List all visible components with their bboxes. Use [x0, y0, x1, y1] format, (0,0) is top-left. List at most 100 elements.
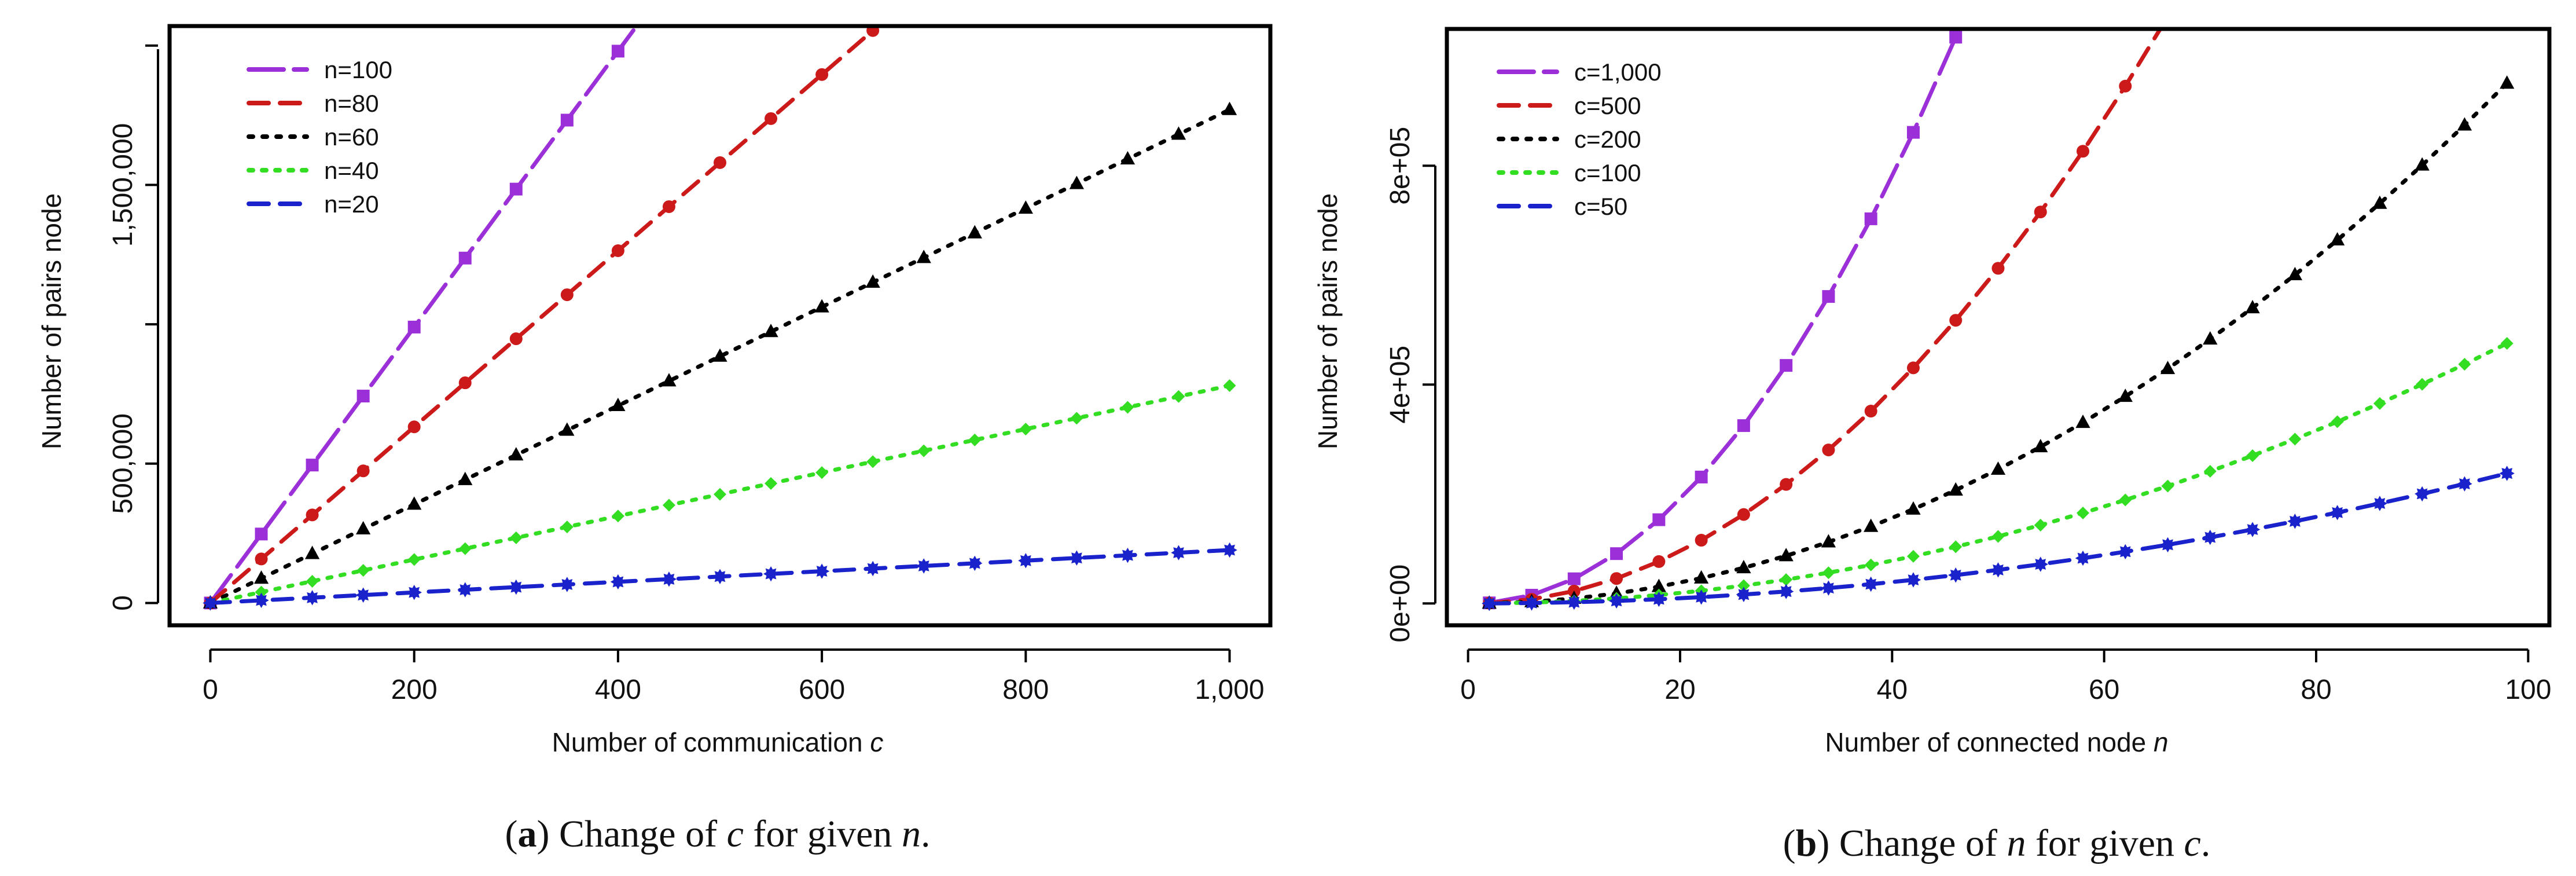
a-point-3-14 [917, 444, 931, 457]
a-point-1-10 [714, 156, 726, 169]
a-point-4-4 [406, 585, 422, 600]
b-point-1-3 [1610, 572, 1623, 585]
a-point-4-1 [253, 592, 269, 609]
panel-a-y-axis: 0 500,000 1,500,000 [108, 44, 159, 611]
b-point-2-14 [2075, 415, 2090, 428]
a-point-3-10 [714, 488, 726, 501]
a-series-0 [204, 26, 640, 610]
a-point-1-7 [560, 288, 574, 302]
a-point-2-9 [662, 373, 677, 387]
a-point-2-4 [407, 496, 422, 510]
b-point-4-23 [2457, 476, 2472, 492]
a-x-tick-label-5: 1,000 [1195, 675, 1264, 705]
b-point-2-16 [2160, 361, 2176, 375]
panel-b-series [1482, 10, 2515, 611]
b-point-3-23 [2458, 358, 2471, 371]
b-point-2-19 [2287, 266, 2303, 281]
b-point-3-21 [2373, 397, 2386, 410]
b-point-0-6 [1737, 419, 1750, 432]
b-point-4-20 [2329, 505, 2345, 521]
b-series-1 [1483, 10, 2174, 610]
b-point-3-8 [1822, 566, 1835, 580]
b-point-4-9 [1863, 576, 1879, 592]
b-point-1-14 [2077, 145, 2090, 158]
b-point-3-12 [1991, 530, 2005, 543]
b-y-tick-label-1: 4e+05 [1385, 346, 1416, 424]
a-point-3-20 [1223, 379, 1236, 392]
b-point-4-8 [1821, 580, 1836, 596]
a-point-2-6 [509, 447, 524, 461]
a-point-1-8 [611, 244, 624, 258]
a-point-4-3 [355, 587, 371, 603]
b-point-4-6 [1736, 587, 1752, 602]
b-point-3-18 [2246, 449, 2259, 462]
a-point-2-2 [304, 545, 320, 559]
a-point-4-6 [508, 579, 524, 595]
b-point-1-15 [2119, 79, 2132, 93]
b-point-3-16 [2161, 479, 2174, 493]
a-point-3-17 [1070, 412, 1083, 425]
a-point-1-3 [357, 464, 370, 478]
a-point-2-3 [355, 521, 371, 535]
b-point-4-4 [1651, 591, 1667, 607]
panel-a-x-axis: 0 200 400 600 800 1,000 [203, 648, 1265, 705]
a-point-3-15 [968, 433, 982, 446]
panel-b-plot-frame [1445, 27, 2552, 628]
b-point-4-1 [1524, 595, 1539, 611]
b-point-2-23 [2457, 117, 2472, 131]
a-point-4-2 [304, 590, 320, 606]
a-point-4-8 [610, 574, 626, 590]
b-point-2-4 [1651, 578, 1666, 592]
a-series-3 [204, 379, 1236, 610]
b-series-0 [1483, 29, 1963, 610]
b-point-3-11 [1949, 540, 1963, 554]
a-point-0-7 [560, 113, 574, 127]
a-point-3-12 [815, 466, 829, 479]
b-x-tick-label-5: 100 [2505, 675, 2551, 705]
b-point-4-24 [2499, 466, 2515, 481]
b-point-4-22 [2415, 486, 2430, 502]
a-point-2-15 [967, 225, 982, 239]
panel-a-y-axis-label: Number of pairs node [36, 193, 67, 449]
a-x-tick-label-1: 200 [391, 675, 438, 705]
b-point-4-0 [1482, 596, 1497, 611]
b-point-4-17 [2202, 529, 2218, 545]
b-x-tick-label-4: 80 [2301, 675, 2331, 705]
a-point-4-9 [661, 571, 677, 587]
panel-a-legend: n=100 n=80 n=60 n=40 n=20 [247, 56, 392, 218]
b-point-4-16 [2160, 537, 2176, 553]
a-point-4-16 [1018, 553, 1034, 569]
b-point-2-24 [2500, 75, 2515, 89]
b-point-1-6 [1737, 508, 1750, 521]
b-point-2-13 [2033, 439, 2048, 453]
a-point-0-8 [611, 45, 624, 58]
b-point-3-20 [2331, 415, 2344, 428]
b-point-1-13 [2034, 206, 2047, 219]
a-point-3-7 [560, 521, 574, 534]
b-series-line-1 [1487, 29, 2163, 606]
a-point-2-16 [1018, 200, 1033, 214]
b-point-1-4 [1652, 555, 1666, 568]
b-point-3-24 [2500, 337, 2513, 350]
b-point-3-13 [2034, 518, 2047, 532]
a-point-2-17 [1069, 175, 1085, 189]
panel-b-legend: c=1,000 c=500 c=200 c=100 c=50 [1497, 58, 1662, 220]
b-series-4 [1482, 466, 2515, 611]
a-point-3-6 [509, 531, 523, 544]
b-point-1-16 [2162, 10, 2174, 23]
b-point-3-10 [1906, 549, 1920, 563]
a-point-2-5 [458, 471, 473, 485]
a-y-tick-label-3: 1,500,000 [108, 123, 138, 247]
a-point-4-7 [559, 577, 575, 592]
b-point-4-10 [1905, 572, 1921, 588]
a-point-0-4 [407, 320, 421, 333]
a-point-2-1 [253, 570, 269, 584]
a-point-1-12 [815, 68, 829, 81]
a-point-3-4 [407, 553, 421, 566]
b-point-0-4 [1652, 513, 1666, 526]
b-x-tick-label-1: 20 [1664, 675, 1695, 705]
a-point-1-9 [662, 200, 675, 213]
b-point-4-15 [2118, 544, 2133, 560]
a-point-0-2 [306, 459, 319, 472]
a-point-4-12 [814, 563, 830, 579]
